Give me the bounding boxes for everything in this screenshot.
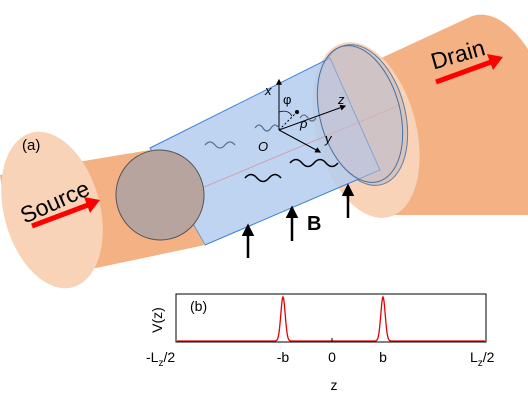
phi-arc — [278, 110, 293, 117]
plot-frame — [175, 293, 487, 343]
field-label: B — [307, 213, 321, 235]
source-lead — [0, 131, 205, 289]
axis-y-label: y — [324, 131, 333, 146]
tick-right: Lz/2 — [470, 349, 495, 369]
tick-left: -Lz/2 — [146, 349, 175, 369]
phi-label: φ — [283, 92, 291, 107]
wave-lower-black — [244, 173, 282, 183]
origin-label: O — [258, 139, 268, 154]
potential-curve — [177, 295, 485, 342]
wave-upper-mid — [254, 124, 280, 132]
wave-upper-right — [299, 114, 317, 122]
drain-arrow — [435, 54, 503, 85]
panel-b-label: (b) — [190, 298, 207, 314]
source-cap — [1, 131, 103, 289]
rho-vector — [278, 111, 298, 131]
tick-zero: 0 — [328, 349, 336, 365]
rho-label: ρ — [299, 116, 308, 131]
coordinate-axes — [276, 78, 347, 153]
source-arrow — [31, 197, 100, 229]
potential-plot — [175, 293, 487, 343]
panel-a-label: (a) — [22, 137, 40, 154]
drain-body-lower — [375, 150, 528, 210]
axis-x-label: x — [264, 83, 272, 98]
tick-neg-b: -b — [277, 349, 290, 365]
potential-ylabel: V(z) — [149, 307, 165, 333]
current-arrows — [31, 54, 503, 229]
source-end-face — [115, 149, 205, 241]
rho-point — [295, 110, 299, 114]
tick-pos-b: b — [379, 349, 387, 365]
magnetic-field-arrows — [241, 183, 355, 258]
electron-trajectories — [204, 114, 339, 183]
wave-upper-grey — [204, 141, 236, 149]
potential-xlabel: z — [331, 377, 338, 393]
drain-end-ring — [316, 45, 404, 183]
wave-lower-right — [289, 158, 339, 168]
axis-z-label: z — [337, 92, 345, 107]
